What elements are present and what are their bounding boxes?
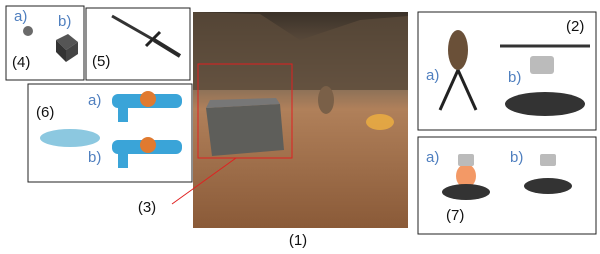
panel-label: (6) — [36, 104, 54, 121]
firewood — [442, 184, 490, 200]
panel-5: (5) — [86, 8, 190, 80]
panel-2: (2) a) b) — [418, 12, 596, 130]
callout-label: (3) — [138, 199, 156, 216]
fire — [366, 114, 394, 130]
dummy-leg — [440, 70, 458, 110]
panel-label: (5) — [92, 53, 110, 70]
pot — [458, 154, 474, 166]
dummy — [318, 86, 334, 114]
item-label: b) — [58, 13, 71, 30]
firewood — [524, 178, 572, 194]
pot — [530, 56, 554, 74]
panel-7: a) b) (7) — [418, 137, 596, 234]
water-gun — [112, 137, 182, 168]
panel-label: (1) — [289, 232, 307, 249]
pot — [540, 154, 556, 166]
firewood — [505, 92, 585, 116]
item-label: b) — [508, 69, 521, 86]
panel-label: (7) — [446, 207, 464, 224]
panel-label: (2) — [566, 18, 584, 35]
dummy-leg — [458, 70, 476, 110]
stone-block — [206, 104, 284, 156]
item-label: b) — [88, 149, 101, 166]
item-label: a) — [88, 92, 101, 109]
item-label: a) — [426, 149, 439, 166]
figure: a) b) (4) (5) (6) a) b) — [0, 0, 600, 254]
main-scene: (1) (3) — [138, 12, 408, 249]
dummy — [448, 30, 468, 70]
sword-hilt — [154, 40, 180, 56]
panel-6: (6) a) b) — [28, 84, 192, 182]
sword-blade — [112, 16, 154, 40]
sphere — [23, 26, 33, 36]
water-gun — [112, 91, 182, 122]
panel-4: a) b) (4) — [6, 6, 84, 80]
panel-label: (4) — [12, 54, 30, 71]
water-cloud — [40, 129, 100, 147]
item-label: b) — [510, 149, 523, 166]
item-label: a) — [426, 67, 439, 84]
item-label: a) — [14, 8, 27, 25]
